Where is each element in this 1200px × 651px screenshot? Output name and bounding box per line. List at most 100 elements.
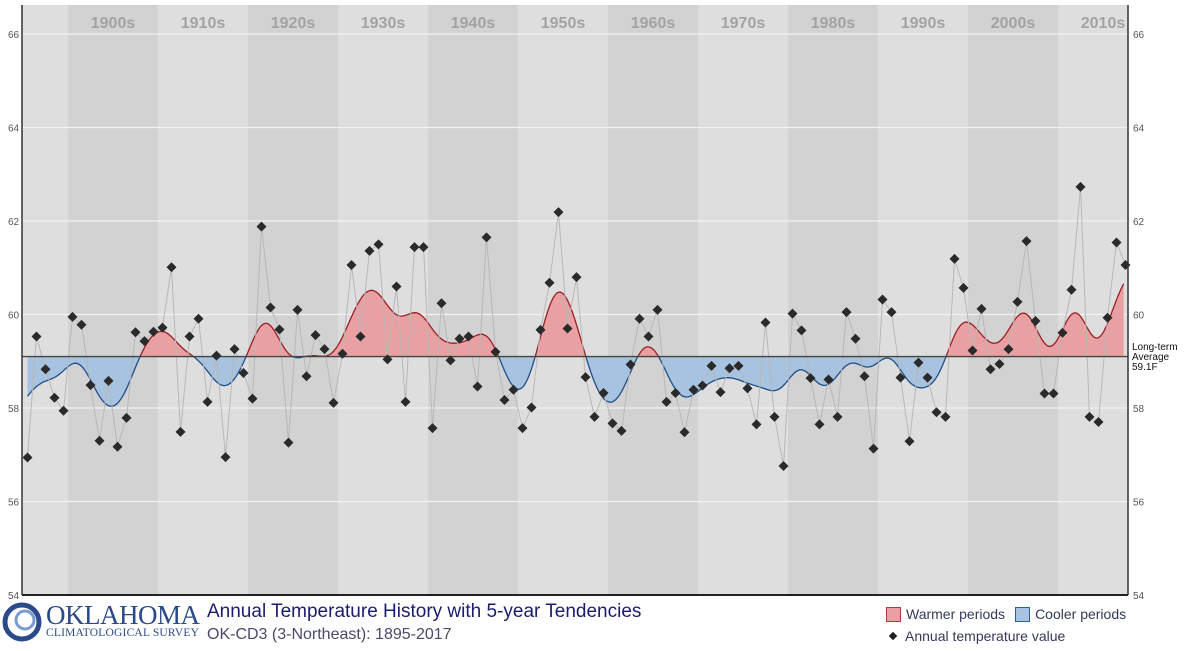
annual-point [607, 418, 618, 429]
decade-band [788, 5, 878, 595]
annual-point [427, 423, 438, 434]
decade-band [608, 5, 698, 595]
legend-cooler: Cooler periods [1035, 606, 1127, 622]
decade-labels: 1900s 1910s 1920s 1930s 1940s 1950s 1960s 1970s… [91, 15, 1126, 32]
annual-point [94, 435, 105, 446]
annual-point [256, 221, 267, 232]
annual-point [1075, 181, 1086, 192]
decade-band [248, 5, 338, 595]
annual-point [49, 392, 60, 403]
annual-point [823, 374, 834, 385]
annual-point [652, 304, 663, 315]
annual-point [625, 359, 636, 370]
chart-subtitle: OK-CD3 (3-Northeast): 1895-2017 [207, 626, 452, 643]
annual-point [310, 330, 321, 341]
y-tick-label-left: 64 [8, 124, 20, 135]
annual-point [589, 411, 600, 422]
annual-point [274, 324, 285, 335]
annual-point [85, 380, 96, 391]
annual-point [121, 412, 132, 423]
annual-point [292, 304, 303, 315]
annual-point [616, 425, 627, 436]
annual-point [571, 272, 582, 283]
annual-point [1021, 236, 1032, 247]
decade-label: 1970s [721, 15, 766, 32]
annual-point [40, 364, 51, 375]
annual-point [364, 245, 375, 256]
annual-point [103, 375, 114, 386]
annual-point [895, 372, 906, 383]
annual-point [517, 423, 528, 434]
annual-point [805, 373, 816, 384]
annual-point [1030, 316, 1041, 327]
warmer-periods-area [27, 283, 1124, 357]
annual-point [247, 393, 258, 404]
annual-point [535, 324, 546, 335]
annual-point [661, 396, 672, 407]
y-tick-label-left: 54 [8, 591, 20, 602]
annual-point [859, 371, 870, 382]
y-tick-label-right: 58 [1133, 404, 1145, 415]
annual-point [175, 426, 186, 437]
decade-label: 2010s [1081, 15, 1126, 32]
annual-point [148, 326, 159, 337]
cooler-swatch [1015, 606, 1031, 622]
decade-label: 1990s [901, 15, 946, 32]
decade-label: 1910s [181, 15, 226, 32]
annual-point [580, 372, 591, 383]
annual-point [166, 262, 177, 273]
annual-point [544, 277, 555, 288]
annual-point [220, 452, 231, 463]
decade-label: 1950s [541, 15, 586, 32]
y-tick-label-right: 62 [1133, 217, 1145, 228]
annual-point [994, 359, 1005, 370]
chart-title: Annual Temperature History with 5-year T… [207, 601, 642, 622]
ocs-logo: OKLAHOMA CLIMATOLOGICAL SURVEY [2, 600, 202, 648]
annual-point [760, 317, 771, 328]
warmer-swatch [886, 606, 901, 622]
annual-point [796, 325, 807, 336]
annual-point [688, 384, 699, 395]
y-tick-label-right: 54 [1133, 591, 1145, 602]
annual-point [1111, 237, 1122, 248]
annual-point [22, 452, 33, 463]
annual-point [976, 303, 987, 314]
decade-label: 1920s [271, 15, 316, 32]
annual-point [742, 383, 753, 394]
annual-point [445, 355, 456, 366]
annual-point [940, 411, 951, 422]
annual-point [715, 387, 726, 398]
plot-background [22, 5, 1128, 595]
annual-point [841, 307, 852, 318]
annual-point [112, 441, 123, 452]
decade-label: 2000s [991, 15, 1036, 32]
annual-point [328, 397, 339, 408]
annual-point [1057, 327, 1068, 338]
annual-point [436, 298, 447, 309]
annual-point [778, 460, 789, 471]
annual-point [346, 259, 357, 270]
annual-point [1084, 411, 1095, 422]
annual-point [1012, 296, 1023, 307]
annual-point [1093, 417, 1104, 428]
annual-point [238, 367, 249, 378]
annual-point [229, 344, 240, 355]
decade-label: 1900s [91, 15, 136, 32]
warm-tendency-line [139, 283, 1125, 357]
legend-warmer: Warmer periods [906, 606, 1006, 622]
annual-point [391, 281, 402, 292]
annual-point [481, 232, 492, 243]
annual-point [67, 311, 78, 322]
annual-point [706, 360, 717, 371]
annual-point [877, 294, 888, 305]
y-tick-label-left: 56 [8, 498, 20, 509]
annual-point [949, 253, 960, 264]
annual-point [193, 313, 204, 324]
y-tick-label-left: 62 [8, 217, 20, 228]
decade-bands [22, 5, 1128, 595]
annual-point [418, 242, 429, 253]
annual-point [58, 405, 69, 416]
annual-point [463, 331, 474, 342]
y-tick-label-right: 64 [1133, 124, 1145, 135]
